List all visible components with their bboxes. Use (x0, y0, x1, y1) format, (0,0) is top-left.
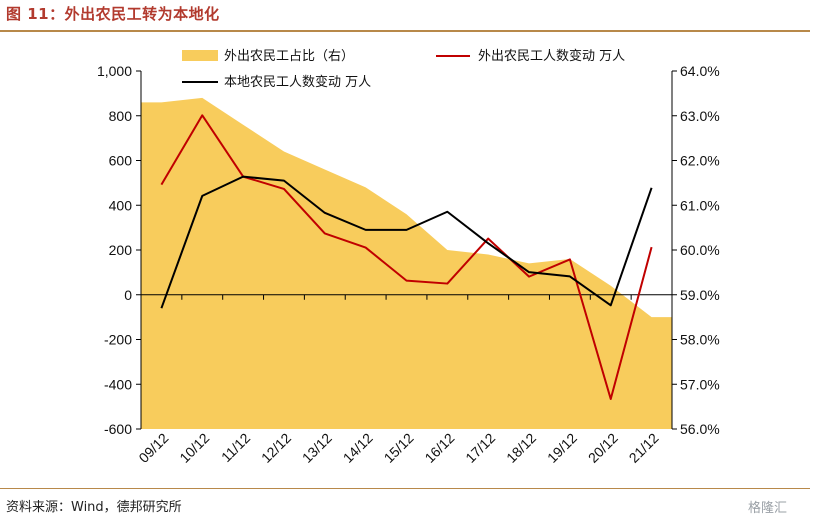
x-tick-label: 13/12 (299, 430, 335, 466)
x-tick-label: 14/12 (340, 430, 376, 466)
y-left-tick-label: -200 (104, 332, 132, 348)
y-left-tick-label: -600 (104, 421, 132, 437)
watermark-logo: 格隆汇 (748, 501, 788, 516)
x-tick-label: 11/12 (218, 430, 254, 466)
y-left-tick-label: -400 (104, 376, 132, 392)
y-right-tick-label: 56.0% (680, 421, 720, 437)
area-series-share (141, 97, 672, 429)
x-tick-label: 21/12 (626, 430, 662, 466)
figure-title: 图 11：外出农民工转为本地化 (6, 5, 220, 23)
y-right-tick-label: 62.0% (680, 153, 720, 169)
y-right-tick-label: 58.0% (680, 332, 720, 348)
footer-rule (0, 488, 810, 489)
x-tick-label: 16/12 (421, 430, 457, 466)
x-tick-label: 18/12 (503, 430, 539, 466)
title-rule (0, 30, 810, 32)
legend-label-outflow: 外出农民工人数变动 万人 (478, 48, 625, 64)
x-tick-label: 17/12 (462, 430, 498, 466)
x-tick-label: 09/12 (135, 430, 171, 466)
y-right-tick-label: 64.0% (680, 63, 720, 79)
y-left-tick-label: 800 (109, 108, 133, 124)
y-left-tick-label: 400 (109, 197, 133, 213)
x-tick-label: 12/12 (258, 430, 294, 466)
x-tick-label: 10/12 (176, 430, 212, 466)
legend-label-local: 本地农民工人数变动 万人 (224, 74, 371, 90)
y-right-tick-label: 61.0% (680, 197, 720, 213)
legend: 外出农民工占比（右） 外出农民工人数变动 万人 本地农民工人数变动 万人 (182, 48, 625, 90)
y-left-tick-label: 0 (124, 287, 132, 303)
y-left-tick-label: 1,000 (97, 63, 132, 79)
y-right-tick-label: 63.0% (680, 108, 720, 124)
y-right-tick-label: 60.0% (680, 242, 720, 258)
y-right-tick-label: 57.0% (680, 376, 720, 392)
x-tick-label: 19/12 (544, 430, 580, 466)
legend-label-area: 外出农民工占比（右） (224, 49, 354, 64)
area-layer (141, 97, 672, 429)
legend-swatch-area (182, 50, 218, 61)
x-tick-label: 15/12 (381, 430, 417, 466)
source-note: 资料来源：Wind，德邦研究所 (6, 500, 182, 515)
y-left-tick-label: 600 (109, 153, 133, 169)
y-left-tick-label: 200 (109, 242, 133, 258)
y-right-tick-label: 59.0% (680, 287, 720, 303)
lines-layer (160, 114, 653, 401)
x-tick-label: 20/12 (585, 430, 621, 466)
